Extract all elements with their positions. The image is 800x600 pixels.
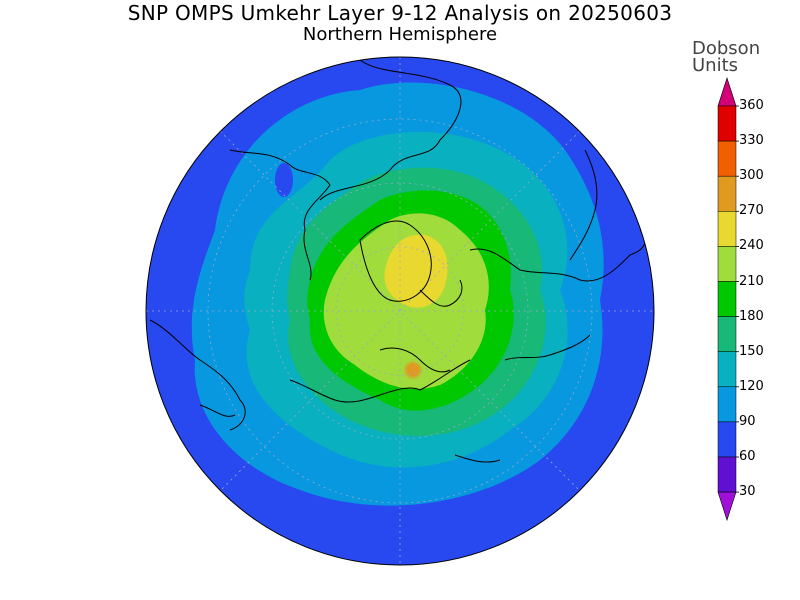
colorbar-segment — [717, 351, 737, 388]
chart-subtitle: Northern Hemisphere — [302, 24, 498, 45]
colorbar-arrow-bottom — [717, 491, 737, 522]
colorbar-tick-label: 300 — [739, 168, 764, 184]
colorbar-segment — [717, 281, 737, 317]
colorbar-segment — [717, 211, 737, 247]
colorbar-tick-label: 330 — [739, 133, 764, 149]
colorbar-tick-label: 210 — [739, 273, 764, 289]
colorbar-tick-label: 270 — [739, 203, 764, 219]
colorbar-tick-label: 90 — [739, 413, 756, 429]
map-boundary — [145, 56, 655, 566]
colorbar-segment — [717, 140, 737, 177]
contour-60-90-patch — [275, 163, 293, 197]
chart-title: SNP OMPS Umkehr Layer 9-12 Analysis on 2… — [127, 1, 673, 25]
colorbar-tick-label: 150 — [739, 343, 764, 359]
colorbar-segment — [717, 316, 737, 352]
colorbar-segment — [717, 421, 737, 458]
colorbar-tick-label: 360 — [739, 98, 764, 113]
coastlines — [149, 59, 646, 463]
colorbar-tick-label: 60 — [739, 449, 756, 464]
units-line-1: Dobson — [692, 38, 761, 59]
graticule — [146, 57, 654, 565]
colorbar-segment — [717, 175, 737, 212]
colorbar-tick-label: 180 — [739, 308, 764, 324]
colorbar-segment — [717, 456, 737, 493]
colorbar-segment — [717, 105, 737, 142]
colorbar-segment — [717, 386, 737, 423]
colorbar-arrow-top — [717, 77, 737, 107]
colorbar-tick-label: 120 — [739, 378, 764, 394]
colorbar-tick-label: 30 — [739, 484, 756, 500]
contour-240-270 — [384, 234, 448, 308]
colorbar-units: Dobson Units — [692, 38, 761, 76]
colorbar-tick-label: 240 — [739, 238, 764, 254]
colorbar-segment — [717, 246, 737, 282]
units-line-2: Units — [692, 55, 739, 76]
